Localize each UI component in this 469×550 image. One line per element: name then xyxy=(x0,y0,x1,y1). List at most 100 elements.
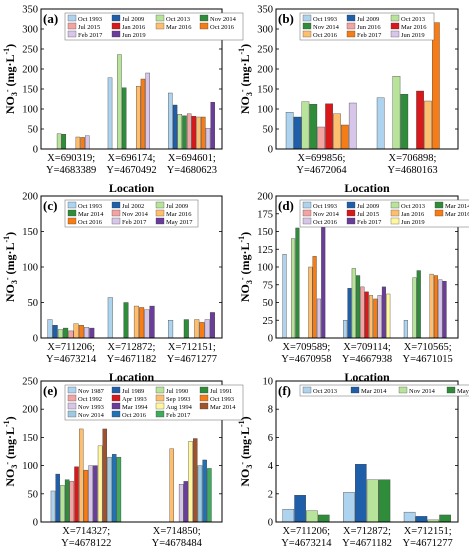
bar xyxy=(182,115,187,150)
bar xyxy=(432,22,440,150)
legend-label: Jul 2015 xyxy=(357,211,379,218)
bar xyxy=(68,330,74,339)
bar xyxy=(168,92,173,150)
legend-swatch xyxy=(346,209,356,217)
x-tick-label: Y=4671182 xyxy=(342,538,392,549)
legend-swatch xyxy=(398,386,408,394)
y-tick-label: 150 xyxy=(22,433,38,444)
legend-label: Feb 2017 xyxy=(78,32,103,39)
x-tick-label: X=709114; xyxy=(343,342,391,353)
legend-swatch xyxy=(390,22,400,30)
legend-swatch xyxy=(434,209,444,217)
legend-swatch xyxy=(67,386,77,394)
panel-6: 0246810X=711206;Y=4673214X=712872;Y=4671… xyxy=(237,377,469,549)
legend-label: Oct 1993 xyxy=(78,203,102,210)
bar xyxy=(201,116,206,150)
bar xyxy=(145,72,150,150)
legend-label: Mar 2016 xyxy=(445,211,469,218)
legend-swatch xyxy=(67,22,77,30)
legend-label: Mar 2016 xyxy=(166,24,192,31)
legend-label: Oct 1993 xyxy=(313,16,337,23)
x-tick-label: Y=4671015 xyxy=(403,354,453,365)
x-tick-label: Y=4673214 xyxy=(281,538,332,549)
bar xyxy=(78,325,84,339)
legend-label: Mar 2016 xyxy=(401,24,427,31)
x-tick-label: Y=4680623 xyxy=(167,165,217,176)
bar xyxy=(403,511,416,523)
legend-swatch xyxy=(302,217,312,225)
legend-swatch xyxy=(111,201,121,209)
bar xyxy=(63,327,69,339)
legend-label: Feb 2017 xyxy=(357,32,382,39)
x-tick-label: X=712151; xyxy=(168,342,216,353)
legend-swatch xyxy=(302,209,312,217)
legend-swatch xyxy=(390,30,400,38)
legend-label: Jun 2019 xyxy=(122,32,146,39)
legend-label: Jul 2015 xyxy=(78,24,100,31)
legend-swatch xyxy=(346,22,356,30)
panel-letter: (b) xyxy=(278,11,294,26)
bar xyxy=(79,428,84,523)
bar xyxy=(186,113,192,150)
legend-label: Nov 2014 xyxy=(210,16,237,23)
legend-label: Oct 2016 xyxy=(313,32,338,39)
legend-label: Jun 2019 xyxy=(401,219,425,226)
legend-label: Nov 2014 xyxy=(78,412,105,419)
panel-1: 0 50 100 150 200 250 300 350 X=690319;Y=4683389 X… xyxy=(2,5,244,195)
bar xyxy=(416,270,421,339)
legend-label: Mar 2014 xyxy=(78,211,104,218)
legend-label: Feb 2017 xyxy=(166,412,191,419)
bar xyxy=(107,456,112,523)
bar xyxy=(123,302,129,339)
legend-label: Oct 2016 xyxy=(210,24,235,31)
legend-label: Aug 1994 xyxy=(166,404,193,411)
legend-label: Oct 1992 xyxy=(78,396,102,403)
y-axis-label: NO3- (mg·L-1) xyxy=(2,44,19,114)
bar xyxy=(373,298,378,339)
bar xyxy=(177,114,183,150)
bar xyxy=(348,102,357,150)
bar xyxy=(392,76,401,150)
legend-label: Jun 2016 xyxy=(357,24,381,31)
bar xyxy=(210,102,215,150)
panel-letter: (e) xyxy=(43,383,57,398)
bar xyxy=(377,295,382,339)
x-tick-label: X=694601; xyxy=(168,153,216,164)
x-tick-label: X=712872; xyxy=(343,526,391,537)
bar xyxy=(429,273,434,339)
legend-swatch xyxy=(67,410,77,418)
legend-swatch xyxy=(390,14,400,22)
y-tick-label: 100 xyxy=(257,263,273,274)
bar xyxy=(439,514,451,523)
bar xyxy=(343,492,355,523)
plot-frame xyxy=(40,8,223,150)
legend-label: Oct 2016 xyxy=(78,219,103,226)
y-tick-label: 0 xyxy=(33,145,38,156)
bar xyxy=(364,291,369,339)
y-tick-label: 0 xyxy=(268,334,273,345)
bar xyxy=(84,327,90,339)
bar xyxy=(424,100,432,150)
legend-label: Mar 2016 xyxy=(166,211,192,218)
bar xyxy=(378,479,391,523)
x-tick-label: X=690319; xyxy=(47,153,95,164)
legend-swatch xyxy=(67,201,77,209)
legend-swatch xyxy=(302,22,312,30)
legend-swatch xyxy=(302,386,312,394)
y-tick-label: 300 xyxy=(257,25,273,36)
bar xyxy=(293,116,302,150)
legend-swatch xyxy=(155,14,165,22)
y-tick-label: 250 xyxy=(22,45,38,56)
x-axis-label: Location xyxy=(344,370,390,384)
x-tick-label: X=710565; xyxy=(404,342,452,353)
x-tick-label: Y=4683389 xyxy=(46,165,96,176)
plot-frame xyxy=(40,380,223,523)
x-tick-label: X=709589; xyxy=(282,342,330,353)
bar xyxy=(172,104,178,150)
y-tick-label: 25 xyxy=(263,316,274,327)
legend-swatch xyxy=(67,402,77,410)
y-tick-label: 250 xyxy=(22,377,38,388)
legend-label: Jan 2016 xyxy=(122,24,146,31)
x-axis-label: Location xyxy=(109,181,155,195)
bar xyxy=(354,464,367,523)
